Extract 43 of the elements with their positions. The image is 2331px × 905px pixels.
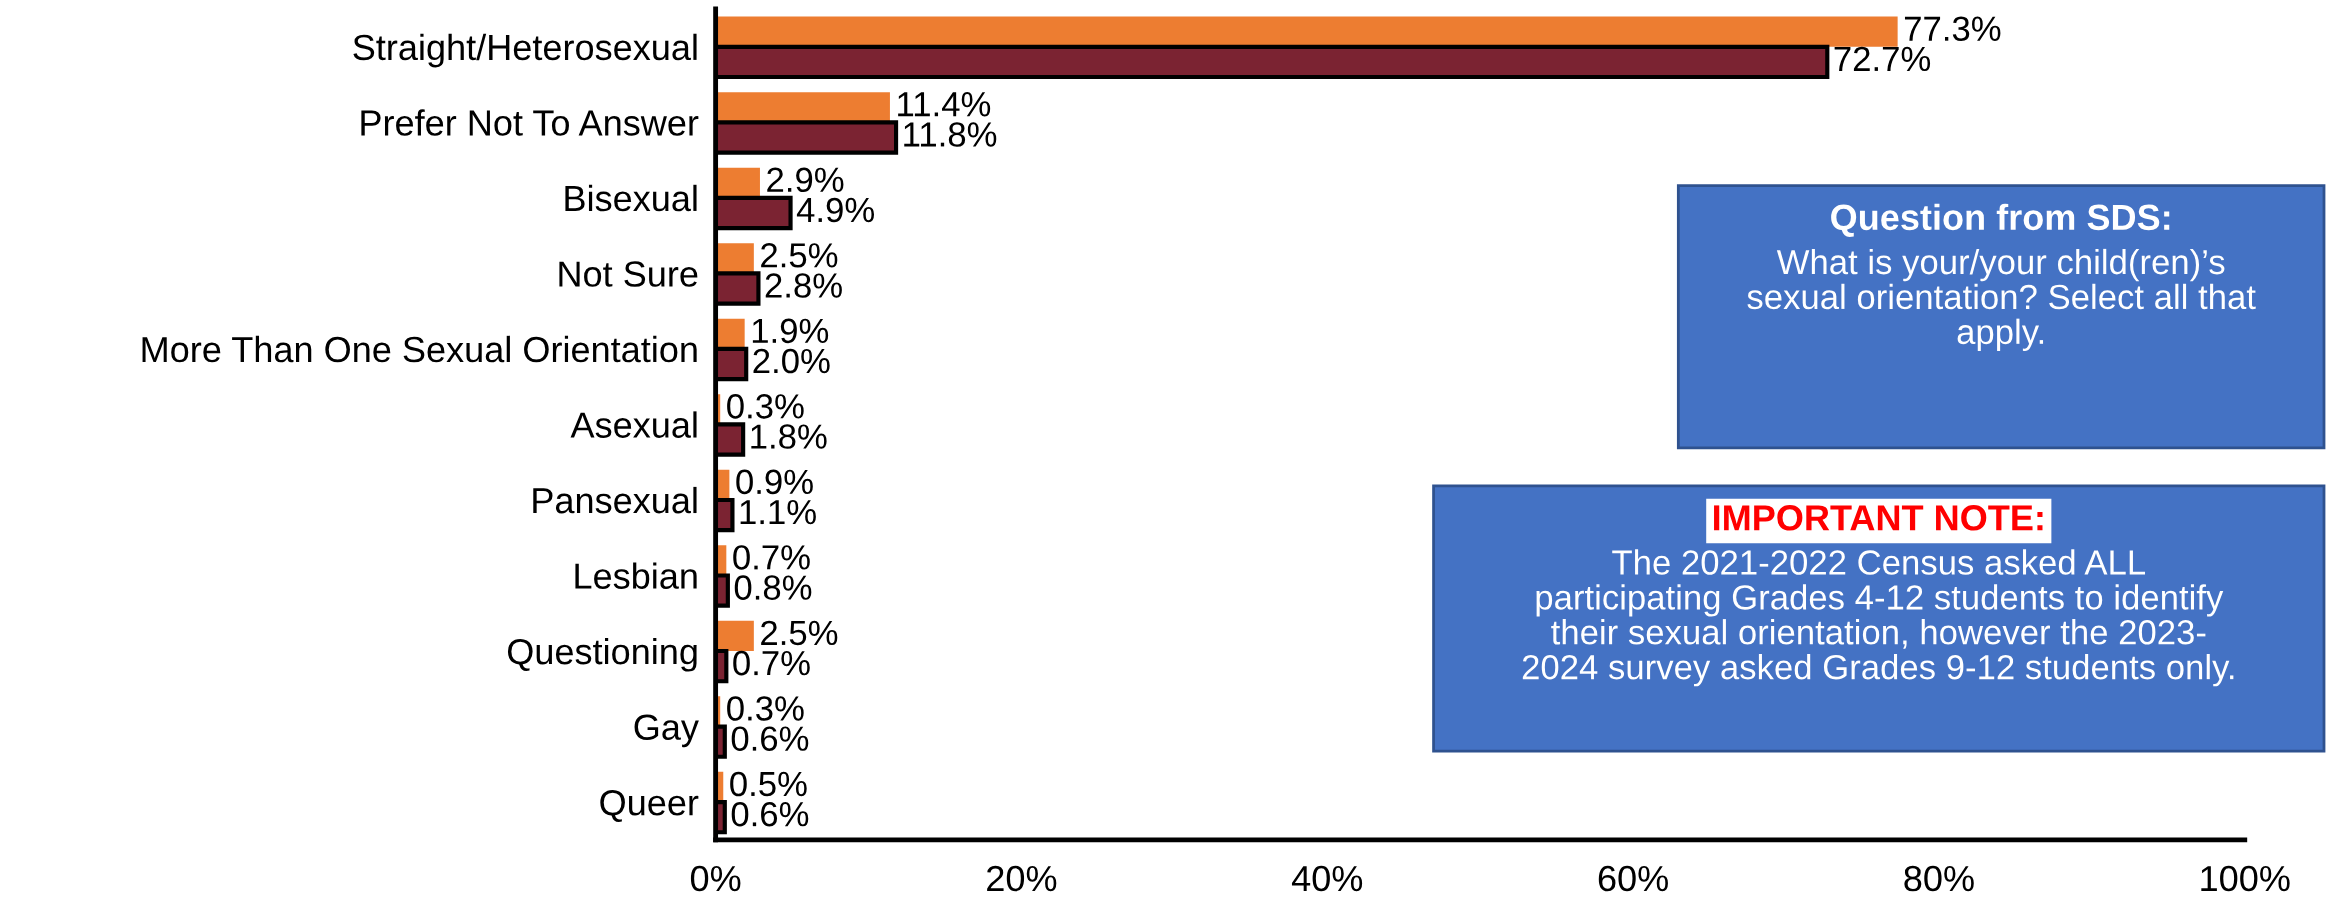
y-tick-label: Not Sure <box>559 261 698 287</box>
annotation: IMPORTANT NOTE: <box>1714 505 2043 531</box>
x-tick-label: 80% <box>1904 865 1974 892</box>
data-label: 0.7% <box>733 545 810 570</box>
y-tick-label: More Than One Sexual Orientation <box>142 335 697 363</box>
data-label: 1.8% <box>751 424 827 449</box>
data-label: 1.1% <box>740 499 816 525</box>
x-tick-label: 100% <box>2201 865 2290 892</box>
x-tick-label: 0% <box>690 865 741 892</box>
data-label: 2.5% <box>761 243 838 268</box>
annotation: What is your/your child(ren)’s sexual orientation? Select all that apply. <box>1747 248 2256 352</box>
data-label: 2.0% <box>753 348 830 374</box>
data-label: 11.8% <box>904 122 997 147</box>
data-label: 0.3% <box>727 394 804 419</box>
data-label: 2.8% <box>765 273 842 298</box>
data-label: 0.6% <box>731 801 809 827</box>
data-label: 72.7% <box>1834 46 1931 72</box>
annotation: The 2021-2022 Census asked ALL participating Grades 4-12 students to identify their sexual orientation, however the 2023- 2024 survey asked Grades 9-12 students only. <box>1522 549 2234 687</box>
data-label: 1.9% <box>752 318 829 344</box>
data-label: 2.9% <box>767 167 844 193</box>
y-tick-label: Straight/Heterosexual <box>353 33 697 68</box>
data-label: 2.5% <box>761 620 838 646</box>
data-label: 4.9% <box>796 197 875 223</box>
y-tick-label: Gay <box>634 714 699 748</box>
data-label: 11.4% <box>898 92 991 117</box>
y-tick-label: Asexual <box>570 411 697 438</box>
data-label: 0.5% <box>730 771 807 797</box>
y-tick-label: Queer <box>600 789 699 822</box>
y-tick-label: Questioning <box>507 637 697 672</box>
data-label: 0.8% <box>734 575 812 600</box>
data-label: 77.3% <box>1904 16 2001 42</box>
data-label: 0.9% <box>736 469 813 495</box>
data-label: 0.3% <box>727 696 804 721</box>
y-tick-label: Lesbian <box>575 562 697 589</box>
x-tick-label: 20% <box>987 865 1057 892</box>
y-tick-label: Pansexual <box>533 486 697 514</box>
y-tick-label: Prefer Not To Answer <box>361 109 699 136</box>
annotation: Question from SDS: <box>1831 203 2170 237</box>
y-tick-label: Bisexual <box>565 184 697 212</box>
data-label: 0.7% <box>733 650 810 676</box>
data-label: 0.6% <box>731 726 809 751</box>
x-tick-label: 60% <box>1598 865 1668 892</box>
x-tick-label: 40% <box>1291 865 1363 892</box>
